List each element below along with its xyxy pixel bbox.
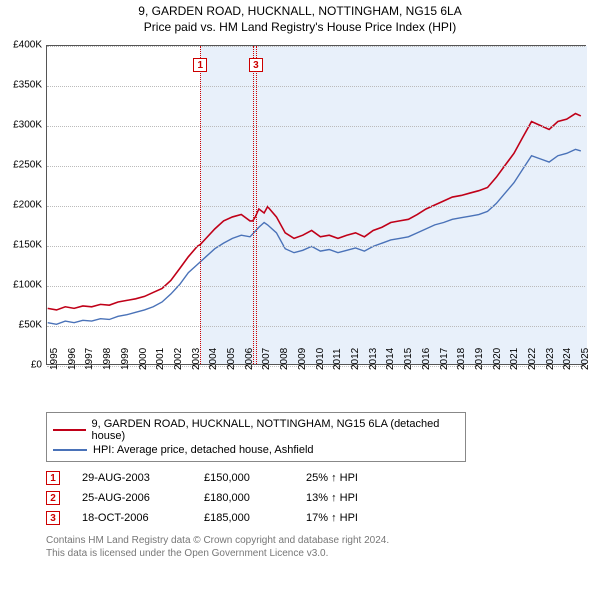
series-red bbox=[48, 114, 581, 310]
legend-swatch bbox=[53, 429, 86, 431]
event-marker: 1 bbox=[193, 58, 207, 72]
titles: 9, GARDEN ROAD, HUCKNALL, NOTTINGHAM, NG… bbox=[6, 4, 594, 34]
x-tick-label: 1997 bbox=[84, 348, 95, 370]
x-tick-label: 2017 bbox=[439, 348, 450, 370]
x-tick-label: 2015 bbox=[403, 348, 414, 370]
x-tick-label: 2021 bbox=[509, 348, 520, 370]
legend: 9, GARDEN ROAD, HUCKNALL, NOTTINGHAM, NG… bbox=[46, 412, 466, 462]
legend-row: HPI: Average price, detached house, Ashf… bbox=[53, 443, 459, 457]
line-layer bbox=[47, 46, 585, 364]
y-tick-label: £200K bbox=[13, 200, 42, 211]
chart-area: 13 £0£50K£100K£150K£200K£250K£300K£350K£… bbox=[6, 40, 594, 400]
y-tick-label: £0 bbox=[31, 360, 42, 371]
sale-price: £180,000 bbox=[204, 492, 284, 504]
y-tick-label: £350K bbox=[13, 80, 42, 91]
sale-date: 25-AUG-2006 bbox=[82, 492, 182, 504]
x-tick-label: 2002 bbox=[173, 348, 184, 370]
event-line bbox=[253, 46, 254, 364]
x-tick-label: 2022 bbox=[527, 348, 538, 370]
y-tick-label: £300K bbox=[13, 120, 42, 131]
x-tick-label: 2010 bbox=[315, 348, 326, 370]
sale-marker: 3 bbox=[46, 511, 60, 525]
y-tick-label: £100K bbox=[13, 280, 42, 291]
sale-marker: 2 bbox=[46, 491, 60, 505]
x-tick-label: 2004 bbox=[208, 348, 219, 370]
series-blue bbox=[48, 149, 581, 324]
event-marker: 3 bbox=[249, 58, 263, 72]
sales-row: 2 25-AUG-2006 £180,000 13% ↑ HPI bbox=[46, 488, 594, 508]
title-subtitle: Price paid vs. HM Land Registry's House … bbox=[6, 20, 594, 34]
sale-pct: 13% ↑ HPI bbox=[306, 492, 406, 504]
x-tick-label: 1998 bbox=[102, 348, 113, 370]
x-tick-label: 2024 bbox=[562, 348, 573, 370]
y-tick-label: £400K bbox=[13, 40, 42, 51]
sale-date: 18-OCT-2006 bbox=[82, 512, 182, 524]
x-tick-label: 2018 bbox=[456, 348, 467, 370]
x-tick-label: 2001 bbox=[155, 348, 166, 370]
x-tick-label: 2008 bbox=[279, 348, 290, 370]
legend-row: 9, GARDEN ROAD, HUCKNALL, NOTTINGHAM, NG… bbox=[53, 417, 459, 443]
gridline-h bbox=[47, 326, 585, 327]
y-tick-label: £50K bbox=[19, 320, 42, 331]
sales-row: 1 29-AUG-2003 £150,000 25% ↑ HPI bbox=[46, 468, 594, 488]
footer-line1: Contains HM Land Registry data © Crown c… bbox=[46, 534, 594, 547]
footer-line2: This data is licensed under the Open Gov… bbox=[46, 547, 594, 560]
footer: Contains HM Land Registry data © Crown c… bbox=[46, 534, 594, 560]
x-tick-label: 2011 bbox=[332, 348, 343, 370]
event-line bbox=[200, 46, 201, 364]
y-tick-label: £150K bbox=[13, 240, 42, 251]
sale-price: £185,000 bbox=[204, 512, 284, 524]
x-tick-label: 2006 bbox=[244, 348, 255, 370]
event-line bbox=[256, 46, 257, 364]
x-tick-label: 2016 bbox=[421, 348, 432, 370]
x-tick-label: 2023 bbox=[545, 348, 556, 370]
x-tick-label: 2005 bbox=[226, 348, 237, 370]
y-tick-label: £250K bbox=[13, 160, 42, 171]
chart-container: 9, GARDEN ROAD, HUCKNALL, NOTTINGHAM, NG… bbox=[0, 0, 600, 564]
sales-table: 1 29-AUG-2003 £150,000 25% ↑ HPI 2 25-AUG-200… bbox=[46, 468, 594, 528]
x-tick-label: 2014 bbox=[385, 348, 396, 370]
gridline-h bbox=[47, 286, 585, 287]
gridline-h bbox=[47, 206, 585, 207]
gridline-h bbox=[47, 246, 585, 247]
sale-marker: 1 bbox=[46, 471, 60, 485]
x-tick-label: 2003 bbox=[191, 348, 202, 370]
sale-pct: 25% ↑ HPI bbox=[306, 472, 406, 484]
gridline-h bbox=[47, 126, 585, 127]
x-tick-label: 2007 bbox=[261, 348, 272, 370]
legend-label: HPI: Average price, detached house, Ashf… bbox=[93, 444, 314, 456]
gridline-h bbox=[47, 86, 585, 87]
legend-label: 9, GARDEN ROAD, HUCKNALL, NOTTINGHAM, NG… bbox=[92, 418, 460, 442]
gridline-h bbox=[47, 166, 585, 167]
x-tick-label: 2020 bbox=[492, 348, 503, 370]
x-tick-label: 2025 bbox=[580, 348, 591, 370]
legend-swatch bbox=[53, 449, 87, 451]
x-tick-label: 2012 bbox=[350, 348, 361, 370]
gridline-h bbox=[47, 46, 585, 47]
x-tick-label: 2000 bbox=[138, 348, 149, 370]
x-tick-label: 2013 bbox=[368, 348, 379, 370]
sale-date: 29-AUG-2003 bbox=[82, 472, 182, 484]
x-tick-label: 1995 bbox=[49, 348, 60, 370]
x-tick-label: 1996 bbox=[67, 348, 78, 370]
x-tick-label: 2009 bbox=[297, 348, 308, 370]
x-tick-label: 2019 bbox=[474, 348, 485, 370]
sales-row: 3 18-OCT-2006 £185,000 17% ↑ HPI bbox=[46, 508, 594, 528]
sale-price: £150,000 bbox=[204, 472, 284, 484]
sale-pct: 17% ↑ HPI bbox=[306, 512, 406, 524]
x-tick-label: 1999 bbox=[120, 348, 131, 370]
title-address: 9, GARDEN ROAD, HUCKNALL, NOTTINGHAM, NG… bbox=[6, 4, 594, 18]
plot-area: 13 bbox=[46, 45, 586, 365]
